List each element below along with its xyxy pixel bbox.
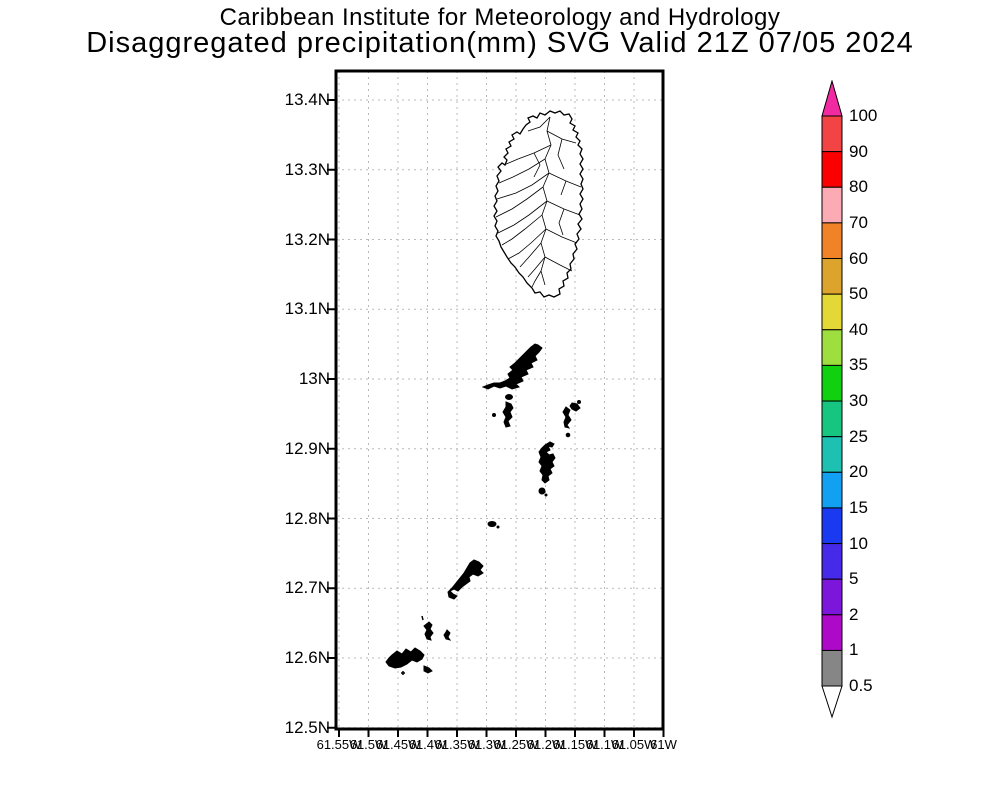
- colorbar-segment: [821, 649, 843, 687]
- islet-battowia: [569, 402, 581, 412]
- colorbar-segment: [821, 578, 843, 616]
- colorbar-tick-label: 2: [849, 604, 859, 624]
- islet-east-of-mayreau: [443, 629, 452, 641]
- colorbar-segment: [821, 151, 843, 188]
- lon-tick-label: 61W: [650, 737, 677, 752]
- colorbar-segment: [821, 436, 843, 473]
- colorbar-tick-label: 1: [849, 640, 859, 660]
- colorbar-tick-label: 50: [849, 284, 868, 304]
- colorbar-segment: [821, 329, 843, 366]
- islet-dot-east: [565, 432, 571, 438]
- lat-tick-label: 12.9N: [284, 438, 330, 458]
- colorbar-tick-label: 5: [849, 569, 859, 589]
- lat-tick-label: 13.4N: [284, 90, 330, 109]
- colorbar-segment: [821, 258, 843, 295]
- colorbar-tick-label: 30: [849, 391, 868, 411]
- colorbar: [821, 80, 843, 719]
- island-canouan: [447, 559, 484, 600]
- colorbar-segment: [821, 614, 843, 651]
- colorbar-tick-label: 35: [849, 355, 868, 375]
- islet-cross-mark: [401, 671, 405, 675]
- colorbar-arrow-bottom: [821, 685, 843, 719]
- lon-tick-label: 61.15W: [552, 737, 598, 752]
- map-plot: [327, 69, 665, 737]
- lat-tick-label: 13.3N: [284, 159, 330, 179]
- colorbar-segment: [821, 115, 843, 153]
- island-union: [385, 647, 425, 669]
- islet-savan-rock: [496, 525, 500, 529]
- island-st-vincent: [493, 110, 584, 298]
- lon-tick-label: 61.4W: [408, 737, 447, 752]
- colorbar-tick-label: 20: [849, 462, 868, 482]
- page-title: Caribbean Institute for Meteorology and …: [219, 4, 781, 31]
- islet-dot-west: [492, 413, 496, 417]
- colorbar-tick-label: 40: [849, 319, 868, 339]
- colorbar-tick-label: 70: [849, 212, 868, 232]
- lon-tick-label: 61.25W: [493, 737, 539, 752]
- islet-petit-mustique-rock: [544, 493, 548, 497]
- islet-petit-mustique: [538, 487, 546, 495]
- lat-tick-label: 13.1N: [284, 299, 330, 319]
- colorbar-tick-label: 25: [849, 426, 868, 446]
- colorbar-segment: [821, 507, 843, 545]
- map-frame: [334, 69, 665, 731]
- island-bequia: [481, 343, 543, 390]
- lon-tick-label: 61.55W: [316, 737, 362, 752]
- lon-tick-label: 61.5W: [349, 737, 388, 752]
- colorbar-arrow-top: [821, 80, 843, 117]
- lat-tick-label: 13N: [298, 369, 330, 388]
- lon-tick-label: 61.1W: [585, 737, 624, 752]
- islet-savan: [487, 521, 497, 527]
- islands: [385, 110, 584, 675]
- islet-petit-nevis: [505, 394, 513, 400]
- lat-tick-label: 12.5N: [284, 717, 330, 737]
- colorbar-tick-label: 90: [849, 141, 868, 161]
- colorbar-tick-label: 60: [849, 248, 868, 268]
- plot-subtitle: Disaggregated precipitation(mm) SVG Vali…: [86, 27, 914, 59]
- lon-tick-label: 61.3W: [467, 737, 506, 752]
- lon-tick-label: 61.2W: [526, 737, 565, 752]
- colorbar-tick-label: 100: [849, 106, 878, 125]
- colorbar-segment: [821, 222, 843, 260]
- islet-battowia-rock: [577, 400, 581, 404]
- colorbar-segment: [821, 364, 843, 402]
- colorbar-tick-label: 80: [849, 177, 868, 197]
- island-mayreau: [423, 621, 434, 641]
- islet-isle-a-quatre: [502, 401, 514, 428]
- islet-rock-north-of-mayreau: [421, 615, 424, 621]
- colorbar-tick-label: 10: [849, 533, 868, 553]
- colorbar-cells: [821, 115, 843, 687]
- lat-tick-label: 13.2N: [284, 229, 330, 249]
- lat-tick-label: 12.6N: [284, 648, 330, 667]
- lon-tick-label: 61.05W: [611, 737, 657, 752]
- colorbar-segment: [821, 186, 843, 224]
- colorbar-tick-label: 0.5: [849, 676, 873, 696]
- island-mustique: [538, 441, 556, 484]
- lon-tick-label: 61.45W: [375, 737, 421, 752]
- colorbar-segment: [821, 293, 843, 331]
- st-vincent-basin-boundaries: [495, 116, 582, 288]
- lat-tick-label: 12.7N: [284, 578, 330, 598]
- islet-baliceaux: [562, 406, 572, 429]
- colorbar-segment: [821, 543, 843, 580]
- lon-tick-label: 61.35W: [434, 737, 480, 752]
- islet-palm: [423, 665, 433, 674]
- colorbar-tick-label: 15: [849, 497, 868, 517]
- colorbar-segment: [821, 400, 843, 438]
- colorbar-segment: [821, 471, 843, 509]
- lat-tick-label: 12.8N: [284, 508, 330, 528]
